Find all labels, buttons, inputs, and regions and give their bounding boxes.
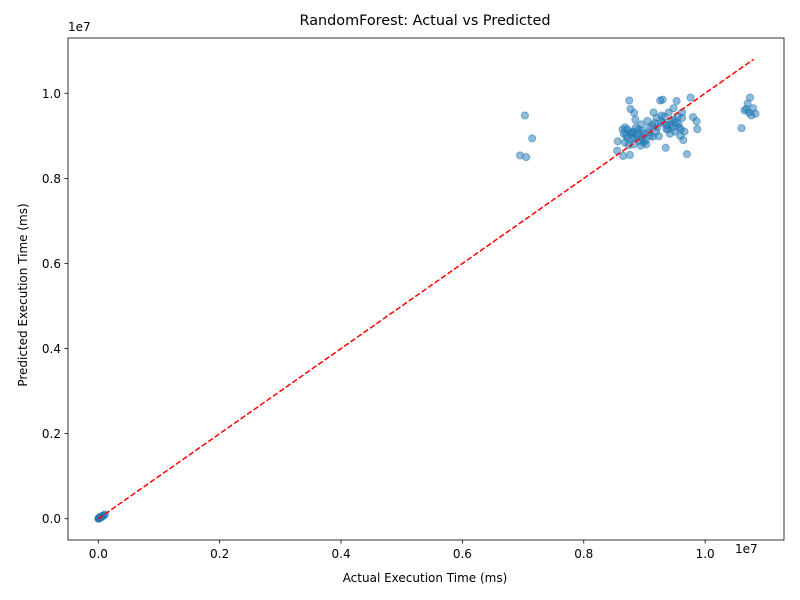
data-point (686, 93, 695, 102)
data-point (613, 137, 622, 146)
data-point (522, 153, 531, 162)
axis-ticks: 0.0 0.2 0.4 0.6 0.8 1.0 0.0 0.2 0.4 0.6 0.8 1.0 (42, 87, 715, 561)
data-point (625, 96, 634, 105)
y-axis-offset-label: 1e7 (68, 20, 91, 34)
x-tick-label: 0.0 (89, 547, 108, 561)
x-tick-label: 1.0 (696, 547, 715, 561)
data-points (94, 93, 760, 523)
x-axis-offset-label: 1e7 (735, 542, 758, 556)
y-tick-label: 0.0 (42, 512, 61, 526)
data-point (672, 96, 681, 106)
data-point (658, 95, 667, 104)
data-point (682, 150, 692, 159)
y-tick-label: 0.6 (42, 257, 61, 271)
data-point (661, 143, 670, 152)
reference-diagonal-line (97, 58, 755, 520)
x-tick-label: 0.6 (453, 547, 472, 561)
plot-area-frame (67, 37, 785, 541)
data-point (737, 124, 746, 133)
x-tick-label: 0.4 (332, 547, 351, 561)
data-point (745, 93, 755, 102)
data-point (674, 119, 683, 129)
data-point (637, 126, 647, 135)
data-point (625, 150, 634, 160)
data-point (679, 136, 688, 145)
data-point (680, 127, 689, 136)
y-axis-label: Predicted Execution Time (ms) (16, 203, 30, 386)
x-tick-label: 0.2 (210, 547, 229, 561)
data-point (677, 113, 687, 123)
reference-line-layer (97, 58, 755, 520)
chart-title: RandomForest: Actual vs Predicted (300, 13, 551, 29)
data-point (693, 124, 702, 134)
x-axis-label: Actual Execution Time (ms) (343, 571, 508, 585)
data-point (648, 132, 658, 141)
data-point (631, 115, 640, 124)
y-tick-label: 0.8 (42, 172, 61, 186)
y-tick-label: 0.2 (42, 427, 61, 441)
x-tick-label: 0.8 (574, 547, 593, 561)
data-point (528, 134, 537, 143)
y-tick-label: 1.0 (42, 87, 61, 101)
data-point (751, 109, 760, 118)
data-point (630, 108, 639, 117)
data-point (520, 111, 530, 120)
data-point (620, 123, 630, 132)
data-point (641, 136, 650, 145)
data-point (669, 104, 678, 113)
y-tick-label: 0.4 (42, 342, 61, 356)
data-point (692, 117, 701, 126)
